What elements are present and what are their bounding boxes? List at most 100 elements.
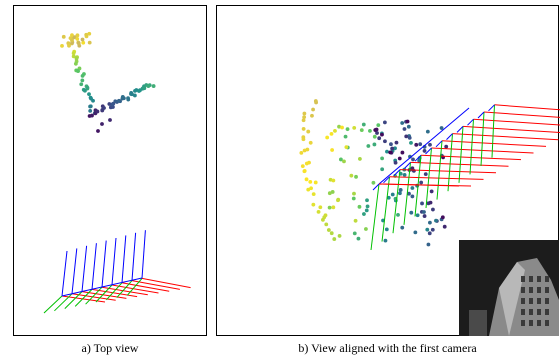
point-marker: [404, 134, 409, 139]
point-marker: [398, 191, 402, 196]
point-marker: [71, 54, 76, 59]
point-marker: [352, 231, 357, 236]
point-marker: [308, 140, 313, 145]
building-window: [521, 298, 525, 304]
camera-z-axis: [446, 133, 453, 140]
point-marker: [83, 88, 87, 93]
point-marker: [304, 177, 309, 182]
camera-x-axis: [473, 118, 560, 126]
point-marker: [365, 204, 370, 209]
point-marker: [342, 159, 346, 164]
camera-z-axis: [456, 126, 464, 133]
point-marker: [75, 33, 80, 38]
point-marker: [80, 78, 85, 83]
building-window: [537, 309, 541, 315]
camera-z-axis: [91, 243, 97, 290]
point-marker: [304, 161, 309, 166]
point-marker: [306, 129, 311, 134]
camera-y-axis: [414, 155, 422, 217]
camera-z-axis: [383, 176, 390, 184]
point-marker: [336, 198, 340, 203]
point-marker: [95, 109, 100, 114]
point-marker: [75, 37, 80, 41]
point-marker: [302, 169, 307, 173]
building-window: [529, 309, 533, 315]
point-marker: [324, 222, 329, 227]
point-marker: [330, 190, 335, 194]
point-marker: [339, 157, 343, 162]
camera-y-axis: [126, 278, 143, 296]
point-marker: [327, 205, 332, 210]
point-marker: [340, 125, 344, 130]
point-marker: [132, 93, 137, 98]
point-marker: [414, 142, 419, 147]
camera-z-axis: [71, 248, 78, 294]
camera-x-axis: [141, 277, 191, 289]
point-marker: [313, 99, 318, 103]
point-marker: [76, 41, 81, 46]
point-marker: [428, 200, 433, 205]
point-marker: [331, 205, 336, 210]
point-marker: [87, 31, 92, 36]
point-marker: [87, 92, 91, 97]
point-marker: [325, 135, 330, 140]
point-marker: [418, 142, 423, 147]
camera-y-axis: [469, 119, 474, 175]
point-marker: [434, 218, 438, 223]
point-marker: [406, 124, 411, 129]
point-marker: [345, 127, 350, 132]
building-window: [537, 287, 541, 293]
building-lit-face: [499, 262, 525, 336]
point-marker: [302, 111, 307, 116]
point-marker: [427, 231, 432, 236]
point-marker: [398, 188, 403, 192]
point-marker: [428, 142, 432, 147]
point-marker: [81, 40, 86, 45]
point-marker: [301, 118, 306, 123]
point-marker: [422, 214, 427, 218]
camera-y-axis: [54, 293, 73, 312]
building-window: [545, 320, 549, 326]
point-marker: [389, 142, 393, 147]
point-marker: [410, 194, 415, 199]
point-marker: [365, 198, 369, 203]
point-marker: [74, 56, 79, 61]
point-marker: [400, 150, 405, 155]
top-view-panel: [13, 5, 207, 336]
camera-y-axis: [425, 147, 432, 209]
camera-baseline: [61, 277, 143, 297]
point-marker: [364, 227, 368, 231]
point-marker: [388, 150, 393, 155]
point-marker: [400, 225, 405, 230]
point-marker: [310, 113, 314, 118]
point-marker: [390, 192, 395, 197]
camera-y-axis: [64, 291, 83, 309]
point-marker: [308, 179, 313, 184]
camera-x-axis: [441, 140, 547, 147]
building-window: [521, 309, 525, 315]
camera-y-axis: [491, 104, 495, 158]
point-marker: [142, 86, 147, 91]
point-marker: [313, 180, 318, 185]
building-window: [537, 298, 541, 304]
point-marker: [73, 61, 78, 66]
point-marker: [384, 227, 389, 232]
point-marker: [343, 134, 348, 139]
camera-z-axis: [435, 140, 443, 148]
point-marker: [88, 108, 93, 113]
point-marker: [428, 220, 432, 225]
point-marker: [394, 140, 399, 145]
point-marker: [70, 38, 74, 43]
point-marker: [368, 129, 372, 133]
point-marker: [302, 115, 307, 120]
point-marker: [300, 164, 305, 169]
point-marker: [96, 129, 100, 133]
building-window: [545, 298, 549, 304]
point-marker: [90, 113, 94, 118]
point-marker: [361, 122, 366, 127]
building-window: [521, 287, 525, 293]
point-marker: [354, 174, 358, 179]
point-marker: [85, 85, 90, 90]
camera-z-axis: [414, 154, 422, 162]
point-marker: [100, 122, 104, 126]
